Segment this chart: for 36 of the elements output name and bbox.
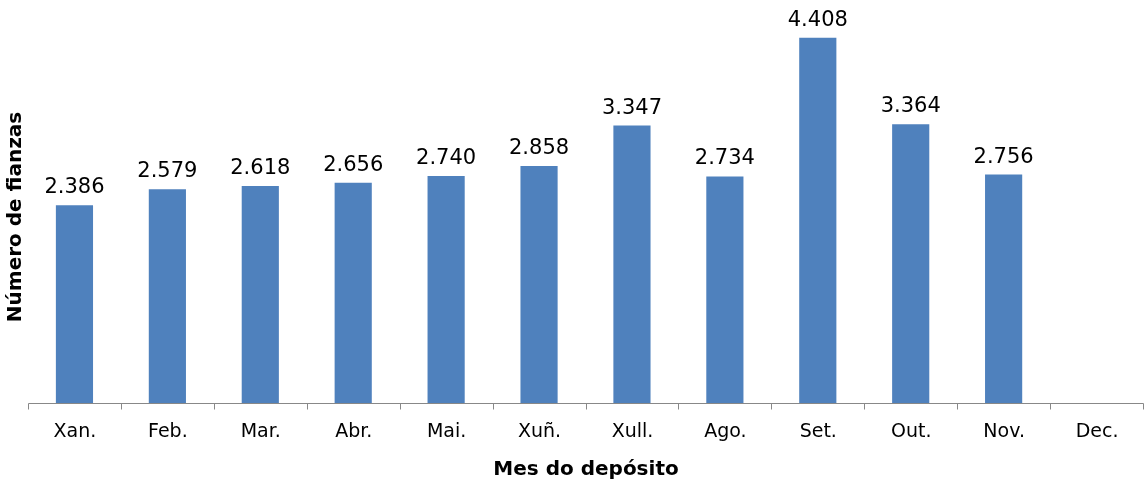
x-tick-label: Set. [799,418,837,441]
x-tick-label: Mar. [240,418,281,441]
x-tick-label: Xull. [611,418,654,441]
x-tick-label: Feb. [148,418,188,441]
x-tick-label: Dec. [1075,418,1119,441]
data-label: 2.740 [416,144,477,169]
data-label: 2.734 [694,145,755,170]
bar [334,182,372,403]
data-label: 4.408 [787,6,848,31]
data-label: 2.618 [230,155,291,179]
x-tick-label: Xan. [53,418,97,441]
y-axis-title: Número de fianzas [1,111,26,323]
x-tick-label: Abr. [335,418,373,441]
data-label: 2.579 [137,158,198,183]
x-axis-title: Mes do depósito [493,455,679,480]
x-tick-label: Out. [890,418,932,441]
x-tick-label: Mai. [426,418,467,441]
bar [55,205,94,403]
bar [799,37,837,403]
bar [613,125,651,403]
bar [985,174,1023,403]
bar [706,176,744,403]
bar [148,189,186,403]
data-label: 3.364 [880,93,941,118]
data-label: 2.756 [973,143,1034,168]
data-label: 2.386 [44,174,105,199]
bar [520,166,558,403]
x-tick-label: Xuñ. [517,418,562,441]
bar [427,175,465,403]
bar [892,124,930,403]
x-tick-label: Ago. [704,418,747,441]
x-tick-label: Nov. [983,418,1025,441]
data-label: 3.347 [601,94,663,119]
data-label: 2.858 [508,135,570,160]
bar [241,186,279,403]
data-label: 2.656 [323,151,384,176]
